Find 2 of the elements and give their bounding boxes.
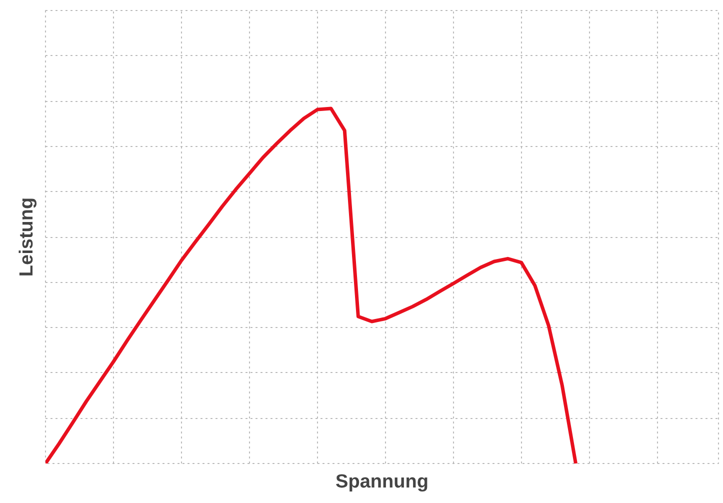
y-axis-title: Leistung [16, 197, 38, 277]
x-axis-title: Spannung [336, 472, 428, 492]
